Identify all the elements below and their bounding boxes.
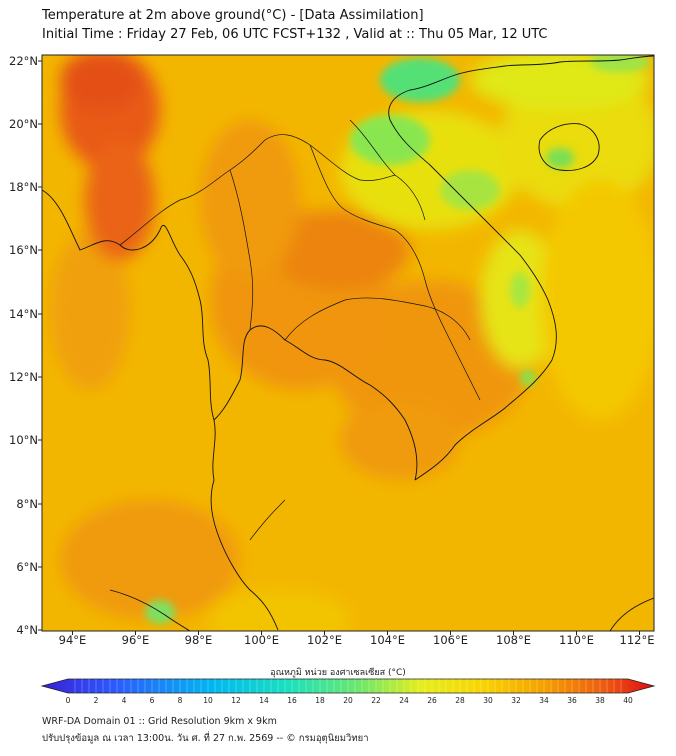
lat-label: 20°N — [9, 117, 38, 131]
colorbar-title: อุณหภูมิ หน่วย องศาเซลเซียส (°C) — [270, 668, 406, 678]
colorbar-tick-label: 24 — [399, 696, 409, 705]
lat-axis: 22°N 20°N 18°N 16°N 14°N 12°N 10°N 8°N 6… — [9, 54, 38, 637]
map-title: Temperature at 2m above ground(°C) - [Da… — [42, 8, 424, 23]
coastlines-borders — [42, 55, 654, 631]
colorbar-tick-label: 10 — [203, 696, 213, 705]
colorbar: 0 2 4 6 8 10 12 14 16 18 20 22 24 26 28 30 32 34 36 38 40 — [40, 678, 656, 705]
lon-label: 94°E — [59, 633, 87, 647]
colorbar-tick-label: 34 — [539, 696, 549, 705]
footer-domain-info: WRF-DA Domain 01 :: Grid Resolution 9km … — [42, 716, 277, 727]
colorbar-tick-label: 28 — [455, 696, 465, 705]
colorbar-tick-label: 40 — [623, 696, 633, 705]
lat-label: 8°N — [16, 497, 38, 511]
colorbar-tick-label: 26 — [427, 696, 437, 705]
lat-label: 18°N — [9, 180, 38, 194]
lat-label: 22°N — [9, 54, 38, 68]
lon-label: 96°E — [122, 633, 150, 647]
lon-label: 100°E — [244, 633, 279, 647]
lon-label: 110°E — [559, 633, 594, 647]
lon-label: 104°E — [370, 633, 405, 647]
colorbar-tick-label: 14 — [259, 696, 269, 705]
lon-axis: 94°E 96°E 98°E 100°E 102°E 104°E 106°E 1… — [59, 633, 655, 647]
footer-update-info: ปรับปรุงข้อมูล ณ เวลา 13:00น. วัน ศ. ที่… — [42, 733, 369, 744]
colorbar-tick-label: 18 — [315, 696, 325, 705]
colorbar-tick-label: 32 — [511, 696, 521, 705]
lat-label: 16°N — [9, 243, 38, 257]
colorbar-tick-label: 36 — [567, 696, 577, 705]
lon-label: 98°E — [185, 633, 213, 647]
colorbar-tick-label: 30 — [483, 696, 493, 705]
lat-label: 10°N — [9, 433, 38, 447]
lon-label: 112°E — [620, 633, 655, 647]
colorbar-divisions — [74, 679, 622, 693]
lon-label: 106°E — [433, 633, 468, 647]
colorbar-tick-label: 38 — [595, 696, 605, 705]
map-subtitle: Initial Time : Friday 27 Feb, 06 UTC FCS… — [42, 27, 548, 42]
colorbar-tick-label: 2 — [94, 696, 99, 705]
colorbar-tick-label: 20 — [343, 696, 353, 705]
plot-frame — [41, 54, 655, 632]
colorbar-tick-label: 4 — [122, 696, 127, 705]
colorbar-tick-label: 6 — [150, 696, 155, 705]
lat-label: 12°N — [9, 370, 38, 384]
lon-label: 108°E — [496, 633, 531, 647]
lon-label: 102°E — [307, 633, 342, 647]
colorbar-tick-label: 0 — [66, 696, 71, 705]
colorbar-tick-labels: 0 2 4 6 8 10 12 14 16 18 20 22 24 26 28 30 32 34 36 38 40 — [66, 696, 633, 705]
temperature-field — [42, 55, 654, 631]
lat-label: 14°N — [9, 307, 38, 321]
colorbar-tick-label: 12 — [231, 696, 241, 705]
lat-label: 4°N — [16, 623, 38, 637]
colorbar-tick-label: 22 — [371, 696, 381, 705]
axis-ticks — [38, 60, 640, 635]
colorbar-tick-label: 8 — [178, 696, 183, 705]
lat-label: 6°N — [16, 560, 38, 574]
colorbar-tick-label: 16 — [287, 696, 297, 705]
